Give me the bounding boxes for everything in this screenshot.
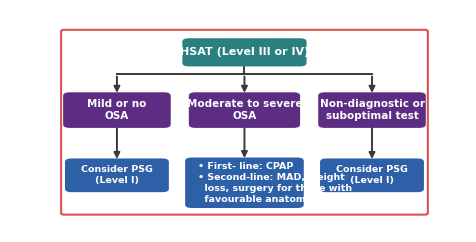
Text: Non-diagnostic or
suboptimal test: Non-diagnostic or suboptimal test [319,99,424,121]
Text: Consider PSG
(Level I): Consider PSG (Level I) [81,165,152,185]
Text: HSAT (Level III or IV): HSAT (Level III or IV) [179,47,308,57]
FancyBboxPatch shape [319,159,423,192]
Text: Mild or no
OSA: Mild or no OSA [87,99,146,121]
Text: Consider PSG
(Level I): Consider PSG (Level I) [336,165,407,185]
FancyBboxPatch shape [188,92,299,128]
FancyBboxPatch shape [317,92,425,128]
FancyBboxPatch shape [63,92,170,128]
FancyBboxPatch shape [185,158,303,208]
Text: • First- line: CPAP
• Second-line: MAD, weight
  loss, surgery for those with
  : • First- line: CPAP • Second-line: MAD, … [198,162,352,204]
FancyBboxPatch shape [65,159,169,192]
FancyBboxPatch shape [182,38,306,66]
Text: Moderate to severe
OSA: Moderate to severe OSA [186,99,302,121]
